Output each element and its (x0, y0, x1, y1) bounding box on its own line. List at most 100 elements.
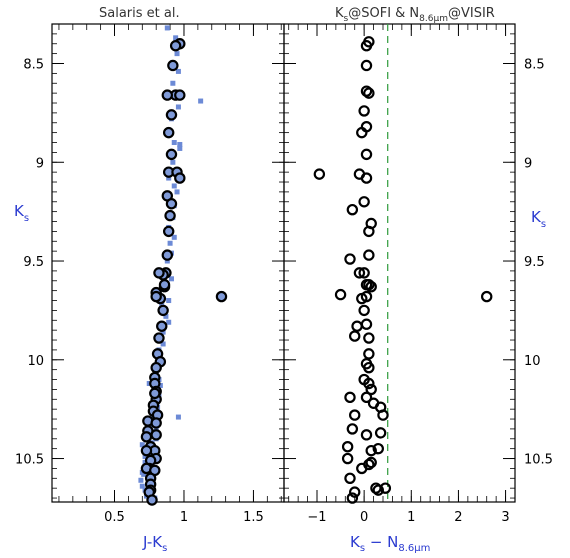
data-point-circle (153, 332, 165, 344)
data-point-circle (140, 431, 153, 443)
marks-layer (138, 24, 493, 506)
y-tick-label-left: 10 (27, 354, 44, 369)
data-point-square (177, 145, 183, 151)
data-point-square (159, 301, 165, 307)
data-point-circle (165, 198, 178, 210)
data-point-square (171, 140, 177, 146)
data-point-circle (363, 332, 375, 344)
data-point-square (177, 141, 183, 147)
data-point-square (142, 454, 148, 460)
data-point-circle (158, 279, 171, 291)
data-point-circle (377, 409, 389, 421)
data-point-square (166, 175, 172, 181)
data-point-circle (365, 383, 377, 396)
data-point-circle (481, 290, 493, 303)
data-point-circle (346, 492, 359, 504)
data-point-circle (360, 290, 373, 303)
y-tick-label-left: 10.5 (15, 453, 44, 468)
data-point-square (138, 477, 144, 483)
left-panel-title: Salaris et al. (99, 6, 180, 21)
data-point-circle (365, 444, 377, 457)
data-point-square (166, 319, 172, 325)
right-panel-frame (283, 23, 516, 503)
data-point-square (173, 35, 179, 41)
data-point-circle (165, 148, 178, 161)
y-tick-label-right: 10 (524, 354, 541, 369)
data-point-circle (349, 330, 361, 342)
data-point-circle (360, 429, 373, 441)
data-point-circle (374, 427, 387, 439)
data-point-square (139, 483, 145, 489)
data-point-circle (161, 89, 174, 101)
data-point-circle (363, 361, 375, 374)
data-point-square (175, 414, 181, 420)
right-panel-title: Ks@SOFI & N8.6μm@VISIR (335, 6, 495, 24)
data-point-circle (363, 458, 375, 471)
y-tick-label-left: 9.5 (23, 255, 44, 270)
data-point-circle (140, 444, 153, 457)
data-point-square (174, 189, 180, 195)
data-point-circle (341, 452, 354, 465)
data-point-square (170, 80, 176, 86)
data-point-circle (360, 391, 373, 404)
data-point-square (153, 426, 159, 432)
data-point-circle (363, 377, 375, 390)
data-point-circle (358, 267, 370, 279)
data-point-circle (167, 59, 179, 72)
data-point-circle (162, 225, 175, 238)
y-tick-label-left: 9 (36, 156, 44, 171)
data-point-square (164, 25, 170, 31)
right-x-axis-label: Ks − N8.6μm (350, 533, 430, 554)
data-point-circle (150, 361, 162, 374)
y-tick-label-left: 8.5 (23, 58, 44, 73)
data-point-circle (379, 482, 392, 494)
data-point-circle (363, 249, 375, 261)
data-point-circle (153, 267, 165, 279)
data-point-square (139, 469, 145, 475)
data-point-square (166, 298, 172, 304)
data-point-square (170, 159, 176, 165)
data-point-circle (164, 209, 176, 222)
x-tick-label: 1 (407, 510, 415, 525)
data-point-circle (344, 253, 356, 265)
x-tick-label: 3 (501, 510, 509, 525)
data-point-circle (169, 40, 182, 52)
data-point-square (142, 459, 148, 465)
data-point-circle (363, 87, 375, 99)
data-point-square (168, 276, 174, 282)
data-point-circle (349, 409, 361, 421)
data-point-circle (360, 85, 373, 97)
data-point-circle (344, 391, 356, 404)
data-point-circle (174, 89, 186, 101)
data-point-square (171, 234, 177, 240)
data-point-circle (146, 494, 158, 506)
data-point-square (174, 51, 180, 57)
x-tick-label: −1 (307, 510, 326, 525)
data-point-circle (162, 126, 175, 139)
data-point-square (171, 183, 177, 189)
y-tick-label-right: 8.5 (524, 58, 545, 73)
data-point-square (175, 104, 181, 110)
data-point-circle (360, 318, 373, 330)
data-point-circle (363, 225, 375, 238)
data-point-circle (360, 279, 373, 291)
data-point-circle (346, 423, 359, 435)
data-point-circle (358, 105, 370, 117)
left-y-axis-label: Ks (14, 202, 29, 224)
data-point-circle (353, 267, 366, 279)
data-point-circle (351, 320, 363, 332)
x-tick-label: 2 (454, 510, 462, 525)
data-point-circle (150, 429, 162, 441)
data-point-circle (313, 168, 326, 180)
data-point-square (160, 329, 166, 335)
data-point-square (167, 240, 173, 246)
data-point-square (198, 98, 204, 104)
data-point-circle (215, 290, 228, 303)
data-point-circle (349, 486, 361, 498)
data-point-circle (360, 148, 373, 161)
data-point-circle (365, 456, 377, 469)
data-point-square (160, 341, 166, 347)
data-point-circle (341, 440, 354, 453)
data-point-circle (358, 304, 370, 317)
data-point-square (163, 313, 169, 319)
